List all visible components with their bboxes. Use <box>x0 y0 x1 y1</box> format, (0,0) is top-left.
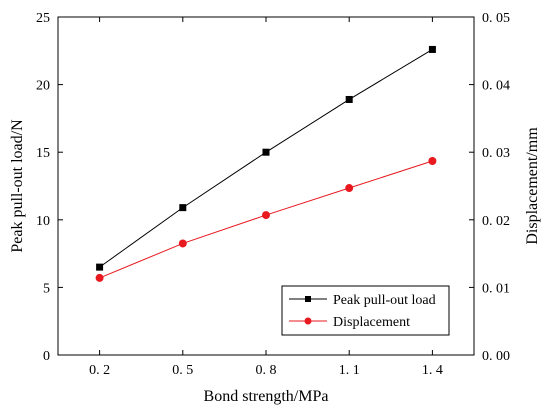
x-tick-label: 0. 8 <box>256 363 277 378</box>
data-point-displacement <box>95 273 104 282</box>
series-line-0 <box>99 49 433 268</box>
data-point-peak-load <box>262 148 270 156</box>
legend-label-peak: Peak pull-out load <box>333 293 436 308</box>
y-tick-label-right: 0. 00 <box>482 349 510 364</box>
data-point-peak-load <box>179 204 187 212</box>
y-tick-label-right: 0. 02 <box>482 214 510 229</box>
y-tick-label-right: 0. 05 <box>482 11 510 26</box>
axes: 0. 2 0. 5 0. 8 1. 1 1. 4 0 5 10 15 20 25 0. 00 0. 01… <box>36 11 510 378</box>
x-axis-title: Bond strength/MPa <box>204 388 329 405</box>
y-tick-label-left: 10 <box>36 214 50 229</box>
series-layer <box>95 45 437 282</box>
y-tick-label-right: 0. 04 <box>482 79 510 94</box>
data-point-displacement <box>345 184 354 193</box>
y-tick-label-right: 0. 03 <box>482 146 510 161</box>
x-tick-label: 1. 1 <box>339 363 360 378</box>
y-axis-title-right: Displacement/mm <box>524 127 541 245</box>
legend: Peak pull-out load Displacement <box>281 285 450 336</box>
data-point-displacement <box>178 239 187 248</box>
y-tick-label-right: 0. 01 <box>482 281 510 296</box>
x-tick-label: 0. 5 <box>172 363 193 378</box>
y-tick-label-left: 25 <box>36 11 50 26</box>
y-tick-label-left: 0 <box>43 349 50 364</box>
legend-box <box>281 285 450 336</box>
data-point-displacement <box>428 156 437 165</box>
data-point-peak-load <box>345 95 353 103</box>
data-point-peak-load <box>96 263 104 271</box>
data-point-peak-load <box>428 45 436 53</box>
x-tick-label: 0. 2 <box>89 363 110 378</box>
legend-label-displacement: Displacement <box>333 315 410 330</box>
legend-marker-displacement <box>304 317 312 325</box>
legend-marker-peak <box>305 296 311 302</box>
series-line-1 <box>99 160 433 279</box>
y-axis-title-left: Peak pull-out load/N <box>9 119 26 253</box>
y-tick-label-left: 15 <box>36 146 50 161</box>
data-point-displacement <box>262 211 270 220</box>
y-tick-label-left: 5 <box>43 281 50 296</box>
y-tick-label-left: 20 <box>36 79 50 94</box>
x-tick-label: 1. 4 <box>422 363 443 378</box>
